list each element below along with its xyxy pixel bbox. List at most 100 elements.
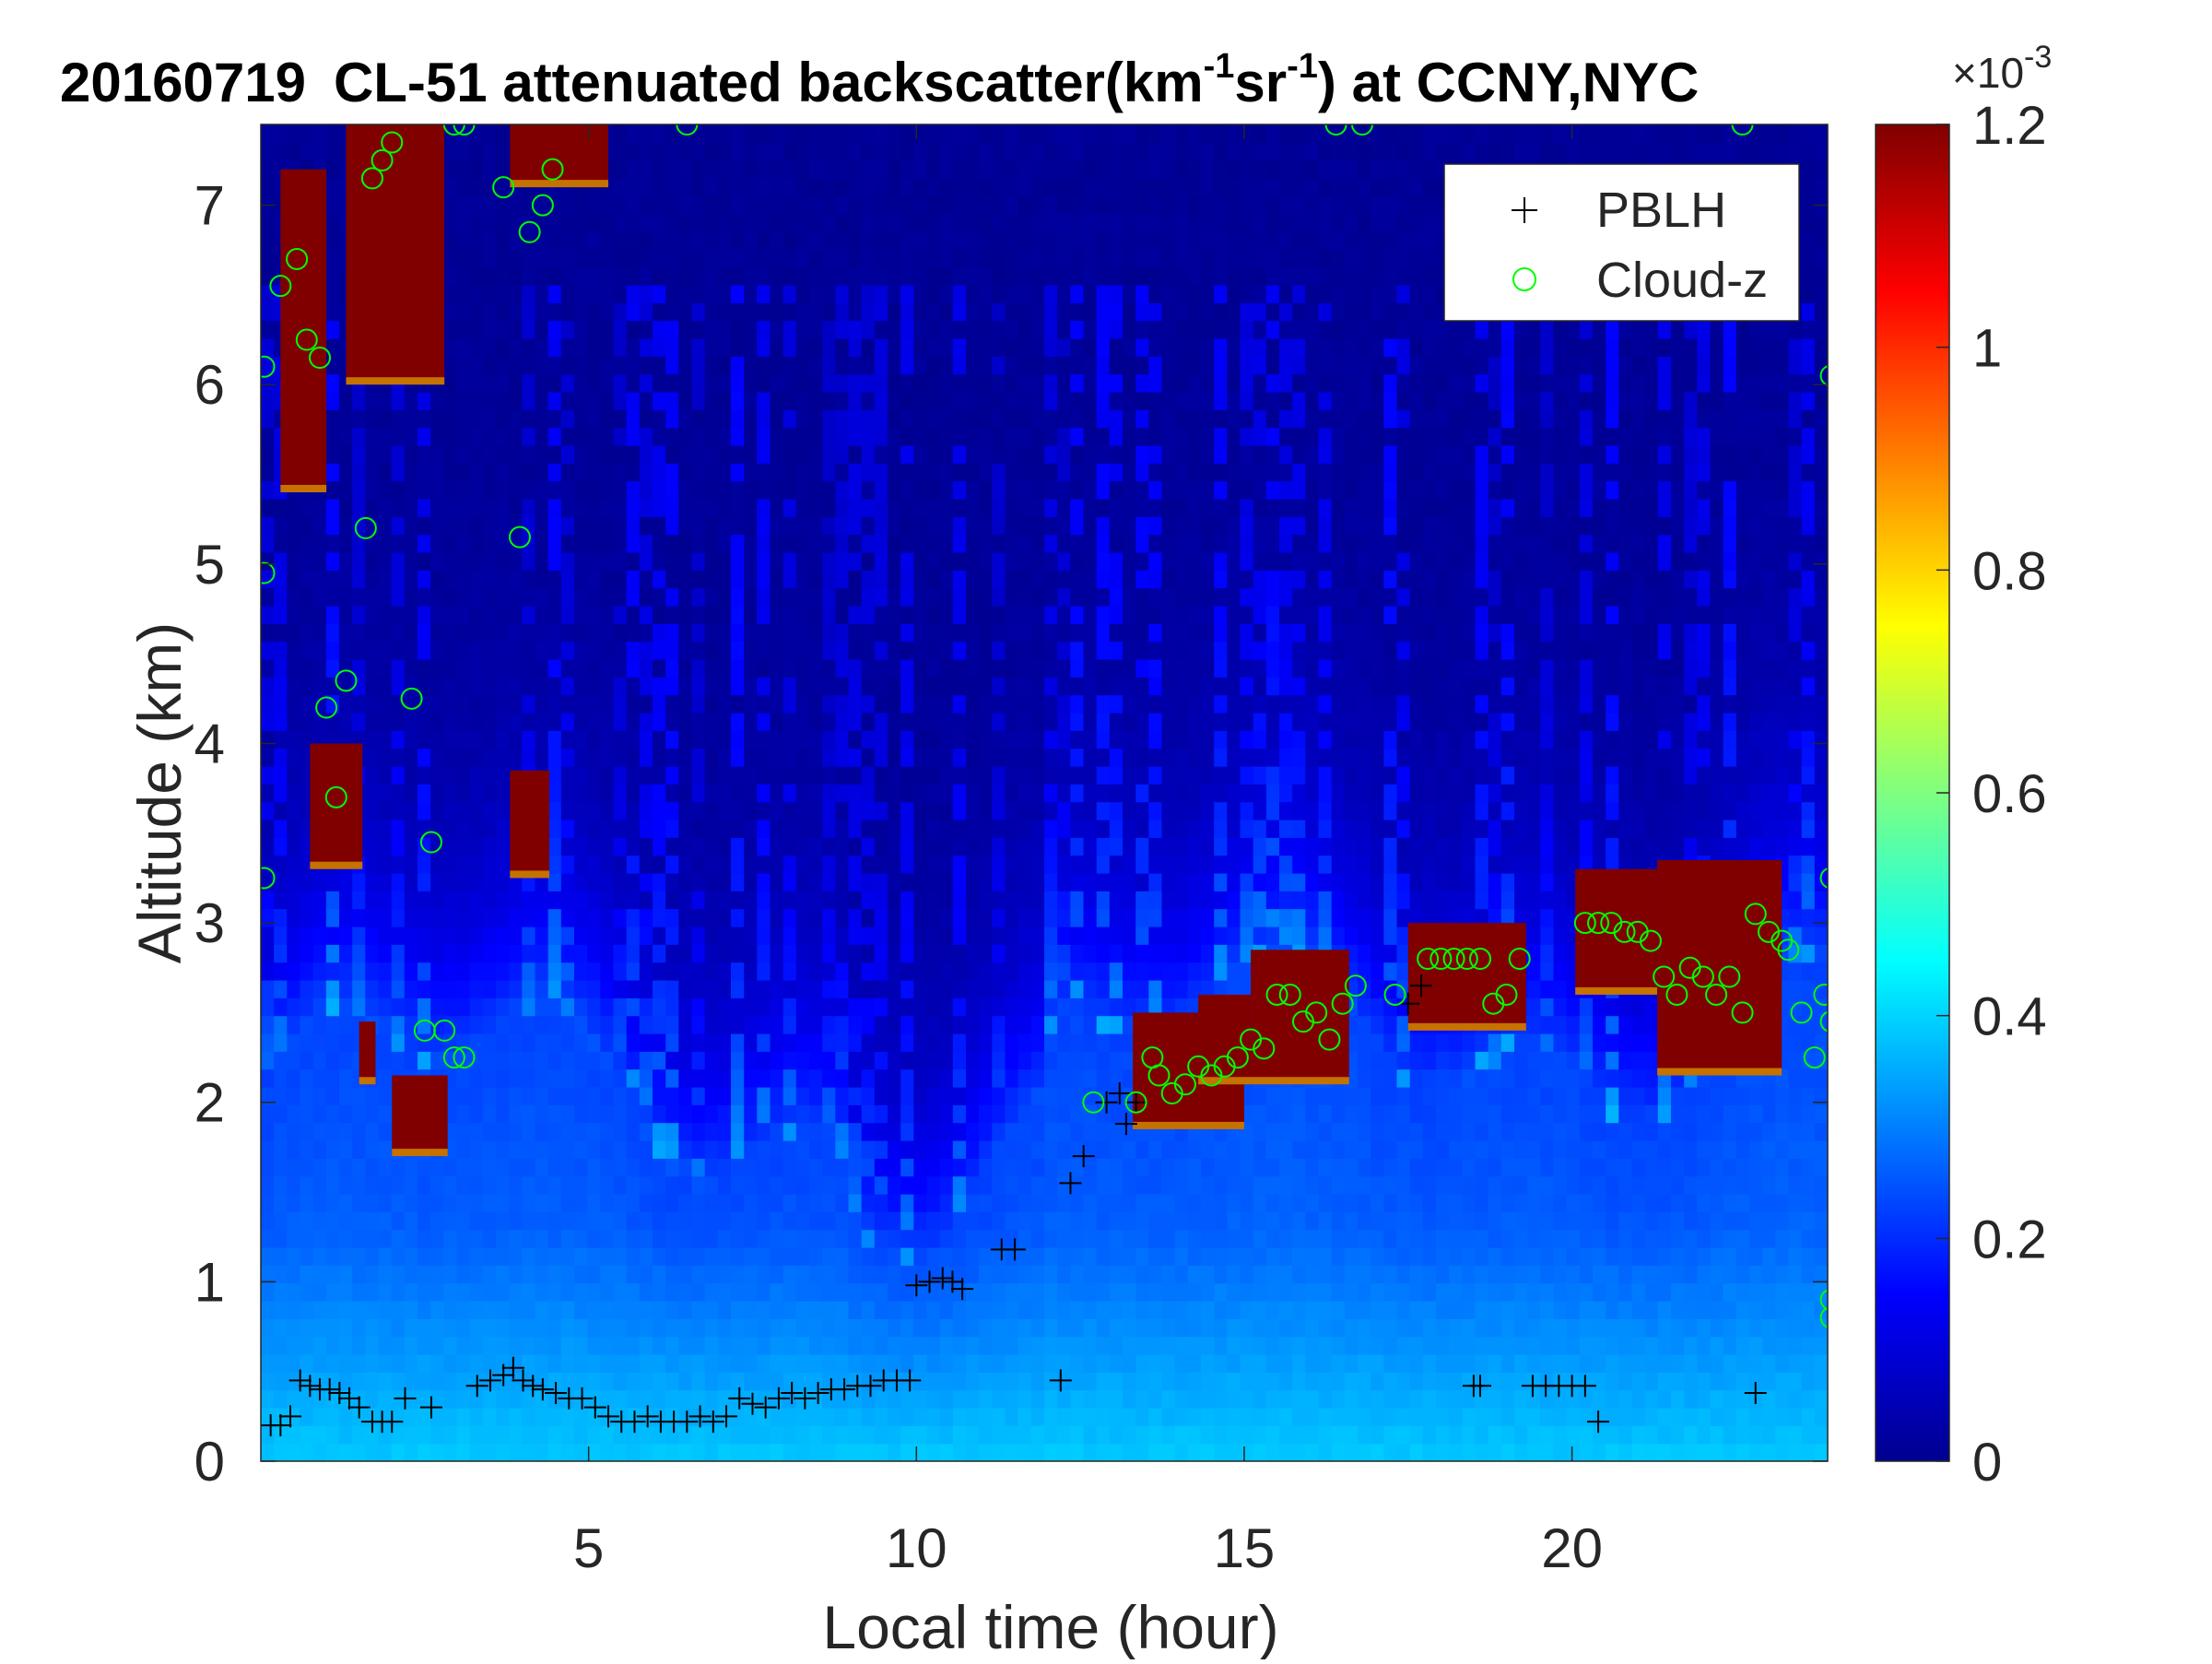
heatmap-cell (926, 766, 941, 785)
heatmap-cell (665, 231, 679, 250)
heatmap-cell (547, 1247, 562, 1266)
heatmap-cell (378, 1051, 393, 1070)
heatmap-cell (600, 1015, 615, 1034)
heatmap-cell (874, 873, 888, 891)
heatmap-cell (653, 552, 666, 571)
heatmap-cell (613, 373, 628, 393)
heatmap-cell (1109, 480, 1124, 500)
heatmap-cell (874, 266, 888, 286)
heatmap-cell (535, 570, 549, 589)
heatmap-cell (1005, 1122, 1019, 1141)
heatmap-cell (992, 891, 1006, 910)
heatmap-cell (835, 1194, 850, 1212)
heatmap-cell (626, 855, 641, 874)
heatmap-cell (482, 623, 497, 643)
heatmap-cell (926, 302, 941, 322)
heatmap-cell (979, 748, 993, 767)
heatmap-cell (456, 480, 471, 500)
heatmap-cell (939, 926, 954, 945)
heatmap-cell (913, 356, 928, 375)
heatmap-cell (312, 997, 327, 1017)
heatmap-cell (926, 499, 941, 517)
heatmap-cell (325, 997, 340, 1017)
heatmap-cell (312, 142, 327, 161)
heatmap-cell (992, 1336, 1006, 1355)
heatmap-cell (1083, 195, 1098, 215)
heatmap-cell (300, 926, 314, 945)
heatmap-cell (482, 1318, 497, 1338)
heatmap-cell (653, 1068, 666, 1088)
heatmap-cell (653, 873, 666, 891)
heatmap-cell (913, 1122, 928, 1141)
heatmap-cell (979, 1301, 993, 1319)
heatmap-cell (665, 855, 679, 874)
heatmap-cell (600, 320, 615, 339)
heatmap-cell (731, 302, 745, 322)
heatmap-cell (939, 997, 954, 1017)
heatmap-cell (1096, 320, 1111, 339)
heatmap-cell (770, 534, 784, 553)
heatmap-cell (1083, 338, 1098, 357)
heatmap-cell (482, 285, 497, 303)
heatmap-cell (1109, 1425, 1124, 1445)
heatmap-cell (600, 1068, 615, 1088)
heatmap-cell (1057, 980, 1071, 998)
heatmap-cell (848, 1389, 863, 1409)
heatmap-cell (1018, 784, 1032, 803)
heatmap-cell (509, 1068, 523, 1088)
heatmap-cell (496, 249, 510, 268)
heatmap-cell (861, 1175, 876, 1195)
heatmap-cell (861, 962, 876, 981)
heatmap-cell (325, 195, 340, 215)
heatmap-cell (1109, 1158, 1124, 1177)
heatmap-cell (835, 159, 850, 179)
heatmap-cell (939, 266, 954, 286)
heatmap-cell (1057, 516, 1071, 536)
heatmap-cell (274, 908, 288, 927)
heatmap-cell (300, 1282, 314, 1302)
heatmap-cell (325, 213, 340, 232)
heatmap-cell (966, 195, 980, 215)
heatmap-cell (979, 1033, 993, 1052)
heatmap-cell (1030, 837, 1045, 856)
heatmap-cell (626, 659, 641, 678)
heatmap-cell (848, 1408, 863, 1426)
heatmap-cell (443, 873, 458, 891)
heatmap-cell (770, 480, 784, 500)
heatmap-cell (900, 1247, 914, 1266)
heatmap-cell (404, 926, 418, 945)
heatmap-cell (339, 1194, 353, 1212)
heatmap-cell (443, 623, 458, 643)
heatmap-cell (626, 677, 641, 696)
heatmap-cell (587, 908, 601, 927)
heatmap-cell (809, 392, 823, 410)
heatmap-cell (560, 873, 575, 891)
heatmap-cell (782, 285, 797, 303)
heatmap-cell (744, 463, 758, 482)
heatmap-cell (926, 480, 941, 500)
heatmap-cell (391, 1354, 406, 1373)
heatmap-cell (653, 766, 666, 785)
heatmap-cell (653, 1140, 666, 1159)
heatmap-cell (418, 766, 431, 785)
heatmap-cell (822, 427, 836, 446)
heatmap-cell (1030, 980, 1045, 998)
heatmap-cell (300, 1389, 314, 1409)
heatmap-cell (848, 285, 863, 303)
heatmap-cell (261, 213, 275, 232)
heatmap-cell (1109, 1051, 1124, 1070)
heatmap-cell (574, 1372, 588, 1391)
heatmap-cell (482, 855, 497, 874)
heatmap-cell (665, 463, 679, 482)
heatmap-cell (1057, 142, 1071, 161)
heatmap-cell (1083, 1247, 1098, 1266)
heatmap-cell (835, 1265, 850, 1284)
heatmap-cell (1123, 908, 1136, 927)
heatmap-cell (261, 1372, 275, 1391)
heatmap-cell (979, 1051, 993, 1070)
heatmap-cell (691, 730, 706, 749)
heatmap-cell (496, 1140, 510, 1159)
heatmap-cell (992, 659, 1006, 678)
heatmap-cell (1005, 623, 1019, 643)
heatmap-cell (600, 392, 615, 410)
